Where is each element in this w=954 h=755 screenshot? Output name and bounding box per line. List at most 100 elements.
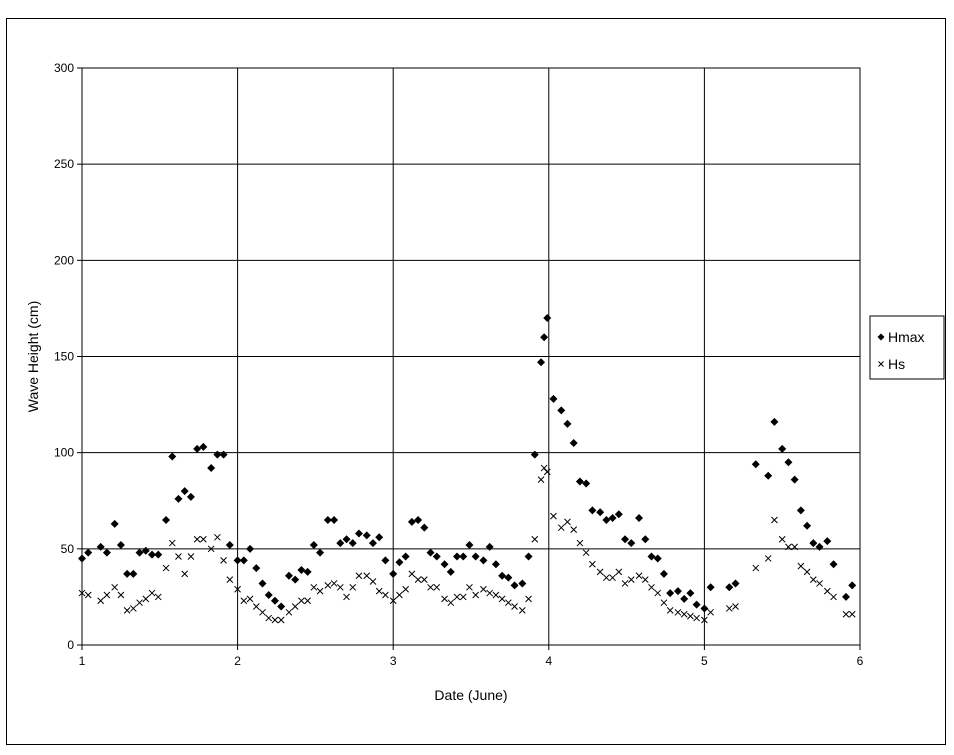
hmax-point [485,542,494,551]
hs-point [576,539,584,547]
hmax-point [635,514,644,523]
hs-point [129,605,137,612]
hmax-point [602,515,611,524]
hmax-point [213,450,222,459]
hs-point [78,589,86,597]
hs-point [234,585,241,593]
hs-point [123,607,131,614]
hmax-point [180,487,189,496]
hmax-point [725,583,734,592]
hmax-point [446,567,455,576]
x-tick-label: 6 [857,654,864,668]
hs-point [402,585,410,593]
hmax-point [530,450,539,459]
hmax-point [608,514,617,523]
hmax-point [174,494,183,503]
hmax-point [96,542,105,551]
hs-point [168,539,176,547]
hs-point [764,555,772,562]
hmax-point [440,560,449,569]
hs-point [181,570,189,578]
hs-point [687,612,694,620]
hmax-point [186,492,195,501]
hmax-point [692,600,701,609]
hmax-point [141,546,150,555]
hs-point [154,593,162,601]
legend-box [869,315,945,380]
hmax-point [803,521,812,530]
hmax-point [647,552,656,561]
hs-point [666,607,674,614]
x-tick-label: 5 [701,654,708,668]
hs-point [220,557,227,564]
y-tick-label: 100 [54,446,74,460]
hmax-point [116,540,125,549]
hs-point [660,599,668,607]
hs-point [627,576,635,583]
hmax-point [389,569,398,578]
legend: Hmax Hs [869,315,945,380]
chart-frame [6,18,946,745]
hmax-point [582,479,591,488]
hs-point [504,599,512,607]
hmax-point [491,560,500,569]
hmax-point [348,539,357,548]
hs-point [635,572,643,580]
hmax-point [471,552,480,561]
hmax-point [395,558,404,567]
hs-point [214,533,221,541]
hs-point [603,574,610,582]
tick-labels: 1 2 3 4 5 6 0 50 100 150 200 250 300 [54,61,864,668]
hmax-point [790,475,799,484]
hmax-point [731,579,740,588]
hs-point [771,516,778,524]
x-tick-label: 3 [390,654,397,668]
hmax-point [653,554,662,563]
hs-point [472,591,480,599]
plot-area [81,67,861,646]
hmax-point [258,579,267,588]
hs-point [564,518,571,526]
hmax-point [829,560,838,569]
y-tick-label: 200 [54,253,74,267]
hs-point [589,560,596,568]
hs-point [175,553,182,560]
hs-point [701,616,708,624]
hmax-point [375,533,384,542]
hs-point [271,616,279,624]
data-points [78,314,857,624]
hmax-point [764,471,773,480]
y-tick-label: 50 [61,542,75,556]
hs-point [433,583,441,591]
hs-point [557,524,565,532]
hs-point [298,597,305,605]
hs-point [310,583,318,591]
hs-point [459,593,467,601]
hs-point [136,599,143,607]
hs-point [291,603,299,610]
hs-point [693,614,700,622]
hs-point [330,580,338,587]
hmax-point [316,548,325,557]
hs-point [511,603,518,610]
hs-point [707,608,714,616]
hmax-point [700,604,709,613]
hs-point [111,583,119,591]
hs-point [369,578,377,585]
hmax-point [381,556,390,565]
hs-point [486,589,494,597]
hs-point [226,576,234,583]
hs-point [797,562,805,570]
hmax-point [706,583,715,592]
x-tick-label: 4 [545,654,552,668]
hs-point [816,580,823,587]
hmax-point [291,575,300,584]
hmax-point [673,587,682,596]
hmax-point [784,458,793,467]
hs-point [752,564,760,572]
hs-point [382,591,389,599]
hs-point [621,580,629,587]
hs-point [117,591,125,599]
hmax-point [303,567,312,576]
hs-point [408,570,416,578]
